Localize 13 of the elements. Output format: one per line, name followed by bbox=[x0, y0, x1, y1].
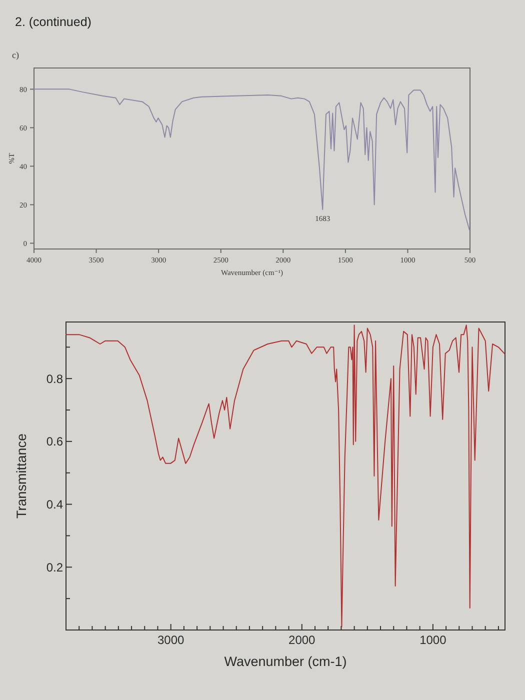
line-series bbox=[34, 88, 470, 230]
x-tick-label: 2000 bbox=[288, 633, 316, 647]
x-tick-label: 1000 bbox=[420, 633, 447, 647]
y-axis-title: Transmittance bbox=[14, 433, 29, 519]
chart-subtitle: c) bbox=[12, 50, 19, 60]
y-tick-label: 0.6 bbox=[46, 434, 64, 449]
line-series bbox=[66, 324, 505, 628]
x-axis-title: Wavenumber (cm-1) bbox=[224, 654, 347, 669]
y-tick-label: 0.8 bbox=[46, 372, 64, 386]
y-tick-label: 0.2 bbox=[46, 560, 64, 574]
x-tick-label: 3000 bbox=[157, 633, 185, 647]
chart-title: 2. (continued) bbox=[15, 15, 92, 29]
y-tick-label: 0.4 bbox=[46, 497, 64, 512]
